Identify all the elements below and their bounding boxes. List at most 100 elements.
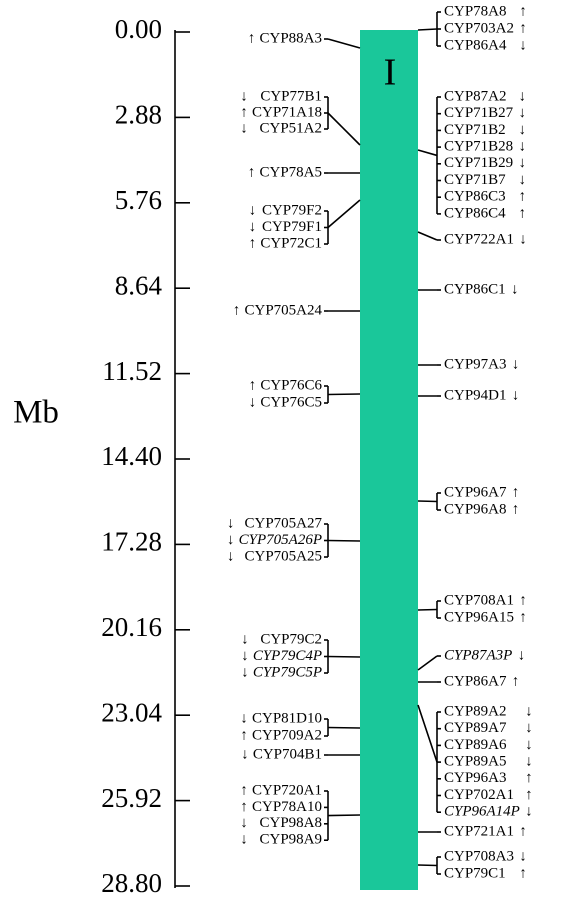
direction-arrow: ↓: [525, 703, 533, 719]
gene-name: CYP96A3: [444, 770, 507, 786]
direction-arrow: ↑: [233, 302, 241, 318]
gene-name: CYP96A15: [444, 609, 514, 625]
direction-arrow: ↓: [512, 387, 520, 403]
gene-name: CYP78A5: [259, 164, 322, 180]
chromosome-bar: [360, 30, 418, 890]
direction-arrow: ↓: [249, 202, 257, 218]
gene-name: CYP71A18: [252, 104, 322, 120]
direction-arrow: ↑: [519, 865, 527, 881]
connector: [327, 112, 361, 146]
gene-name: CYP79C1: [444, 865, 506, 881]
tick-label: 11.52: [102, 356, 162, 386]
direction-arrow: ↓: [240, 88, 248, 104]
gene-name: CYP705A26P: [239, 532, 322, 548]
direction-arrow: ↓: [241, 746, 249, 762]
gene-name: CYP98A8: [259, 815, 322, 831]
gene-name: CYP71B29: [444, 155, 513, 171]
gene-name: CYP88A3: [259, 30, 322, 46]
direction-arrow: ↓: [525, 754, 533, 770]
gene-name: CYP79F1: [262, 219, 322, 235]
gene-name: CYP81D10: [252, 710, 322, 726]
direction-arrow: ↑: [240, 799, 248, 815]
direction-arrow: ↑: [519, 592, 527, 608]
direction-arrow: ↑: [512, 484, 520, 500]
direction-arrow: ↓: [240, 710, 248, 726]
gene-name: CYP705A27: [244, 515, 322, 531]
direction-arrow: ↓: [519, 848, 527, 864]
gene-name: CYP51A2: [259, 120, 322, 136]
direction-arrow: ↓: [227, 515, 235, 531]
gene-name: CYP96A14P: [444, 804, 520, 820]
gene-name: CYP722A1: [444, 231, 514, 247]
direction-arrow: ↓: [241, 664, 249, 680]
direction-arrow: ↓: [525, 737, 533, 753]
connector: [417, 149, 438, 157]
tick-label: 2.88: [115, 100, 162, 130]
direction-arrow: ↓: [227, 532, 235, 548]
connector: [417, 608, 438, 611]
chromosome-label: I: [384, 52, 397, 94]
tick-label: 20.16: [101, 612, 162, 642]
direction-arrow: ↑: [248, 30, 256, 46]
gene-name: CYP79F2: [262, 202, 322, 218]
gene-name: CYP72C1: [260, 235, 322, 251]
direction-arrow: ↓: [227, 548, 235, 564]
direction-arrow: ↓: [240, 815, 248, 831]
gene-name: CYP89A7: [444, 720, 507, 736]
gene-name: CYP87A2: [444, 88, 507, 104]
direction-arrow: ↓: [519, 231, 527, 247]
direction-arrow: ↓: [519, 37, 527, 53]
tick-label: 17.28: [101, 527, 162, 557]
direction-arrow: ↑: [240, 104, 248, 120]
connector: [327, 539, 361, 542]
direction-arrow: ↓: [518, 122, 526, 138]
gene-name: CYP71B7: [444, 172, 506, 188]
gene-name: CYP702A1: [444, 787, 514, 803]
gene-name: CYP71B27: [444, 105, 514, 121]
tick-label: 14.40: [101, 441, 162, 471]
direction-arrow: ↓: [249, 219, 257, 235]
gene-name: CYP98A9: [259, 832, 322, 848]
direction-arrow: ↓: [525, 804, 533, 820]
direction-arrow: ↓: [518, 105, 526, 121]
gene-name: CYP703A2: [444, 20, 514, 36]
gene-name: CYP86C1: [444, 281, 506, 297]
gene-name: CYP709A2: [252, 727, 322, 743]
connector: [417, 500, 438, 503]
connector: [327, 814, 361, 817]
direction-arrow: ↓: [518, 139, 526, 155]
gene-name: CYP76C6: [260, 377, 322, 393]
gene-name: CYP79C2: [260, 631, 322, 647]
direction-arrow: ↑: [248, 164, 256, 180]
gene-name: CYP705A25: [244, 548, 322, 564]
gene-name: CYP79C4P: [253, 648, 322, 664]
connector: [417, 28, 438, 31]
direction-arrow: ↓: [241, 648, 249, 664]
tick-label: 25.92: [101, 783, 162, 813]
direction-arrow: ↑: [519, 20, 527, 36]
gene-name: CYP704B1: [253, 746, 322, 762]
tick-label: 28.80: [101, 868, 162, 898]
direction-arrow: ↑: [518, 205, 526, 221]
tick-label: 23.04: [101, 697, 162, 727]
gene-name: CYP89A5: [444, 754, 507, 770]
gene-name: CYP77B1: [260, 88, 322, 104]
direction-arrow: ↓: [518, 88, 526, 104]
axis-label: Mb: [13, 395, 59, 431]
connector: [327, 655, 361, 658]
gene-name: CYP708A1: [444, 592, 514, 608]
direction-arrow: ↑: [512, 501, 520, 517]
gene-name: CYP708A3: [444, 848, 514, 864]
gene-name: CYP78A8: [444, 3, 507, 19]
direction-arrow: ↑: [519, 823, 527, 839]
direction-arrow: ↓: [240, 120, 248, 136]
direction-arrow: ↑: [240, 727, 248, 743]
gene-name: CYP96A8: [444, 501, 507, 517]
gene-name: CYP79C5P: [253, 664, 322, 680]
direction-arrow: ↑: [519, 609, 527, 625]
direction-arrow: ↓: [518, 172, 526, 188]
direction-arrow: ↑: [249, 235, 257, 251]
gene-name: CYP720A1: [252, 782, 322, 798]
direction-arrow: ↓: [249, 394, 257, 410]
